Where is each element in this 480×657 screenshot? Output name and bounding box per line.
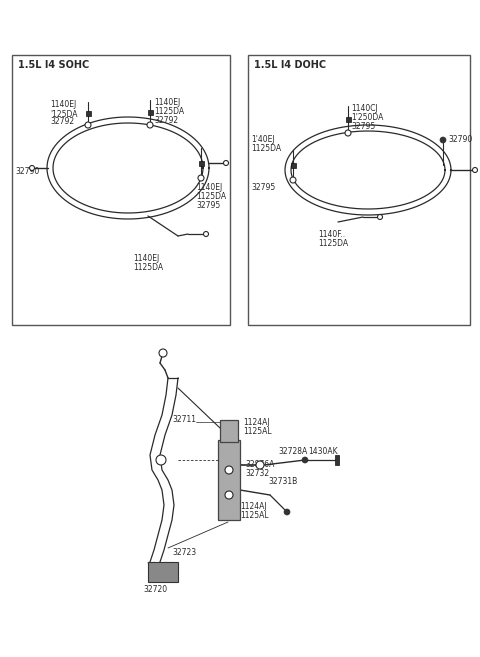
Text: 1125DA: 1125DA: [318, 239, 348, 248]
Text: 1140EJ
'125DA: 1140EJ '125DA: [50, 100, 77, 120]
Circle shape: [147, 122, 153, 128]
Circle shape: [159, 349, 167, 357]
Text: 32723: 32723: [172, 548, 196, 557]
Text: 1140EJ: 1140EJ: [196, 183, 222, 192]
Text: 1125DA: 1125DA: [133, 263, 163, 272]
Circle shape: [156, 455, 166, 465]
Text: 1125DA: 1125DA: [154, 107, 184, 116]
Text: 1140EJ: 1140EJ: [154, 98, 180, 107]
Text: 32731B: 32731B: [268, 477, 297, 486]
Text: 1124AJ: 1124AJ: [243, 418, 270, 427]
Circle shape: [284, 509, 290, 515]
Circle shape: [256, 461, 264, 469]
Bar: [335, 455, 339, 465]
Bar: [220, 420, 238, 442]
Bar: [12, 55, 230, 325]
Text: 32876A: 32876A: [245, 460, 275, 469]
Text: 32732: 32732: [245, 469, 269, 478]
Text: 1.5L I4 DOHC: 1.5L I4 DOHC: [254, 60, 326, 70]
Circle shape: [224, 160, 228, 166]
Text: 1.5L I4 SOHC: 1.5L I4 SOHC: [18, 60, 89, 70]
Circle shape: [204, 231, 208, 237]
Bar: [248, 55, 470, 325]
Text: 1140EJ: 1140EJ: [133, 254, 159, 263]
Text: 1124AJ: 1124AJ: [240, 502, 266, 511]
Text: 32795: 32795: [196, 201, 220, 210]
Text: 1140F..: 1140F..: [318, 230, 345, 239]
Circle shape: [225, 491, 233, 499]
Circle shape: [472, 168, 478, 173]
Circle shape: [302, 457, 308, 463]
Bar: [147, 110, 153, 115]
Text: 32711: 32711: [172, 415, 196, 424]
Text: 32795: 32795: [351, 122, 375, 131]
Text: 32790: 32790: [15, 166, 39, 175]
Text: 32720: 32720: [143, 585, 167, 594]
Text: 32792: 32792: [154, 116, 178, 125]
Circle shape: [377, 214, 383, 219]
Circle shape: [29, 166, 35, 171]
Circle shape: [345, 130, 351, 136]
Bar: [218, 440, 240, 520]
Text: 1140CJ: 1140CJ: [351, 104, 378, 113]
Text: 1'40EJ: 1'40EJ: [251, 135, 275, 144]
Circle shape: [85, 122, 91, 128]
Bar: [148, 562, 178, 582]
Bar: [290, 162, 296, 168]
Circle shape: [290, 177, 296, 183]
Bar: [85, 111, 91, 116]
Bar: [199, 160, 204, 166]
Circle shape: [440, 137, 446, 143]
Text: 1125AL: 1125AL: [243, 427, 272, 436]
Text: 32795: 32795: [251, 183, 275, 192]
Text: 1125AL: 1125AL: [240, 511, 269, 520]
Text: 32790: 32790: [448, 135, 472, 144]
Text: 32728A: 32728A: [278, 447, 307, 456]
Text: 32792: 32792: [50, 117, 74, 126]
Text: 1125DA: 1125DA: [196, 192, 226, 201]
Bar: [346, 117, 350, 122]
Text: 1125DA: 1125DA: [251, 144, 281, 153]
Circle shape: [198, 175, 204, 181]
Circle shape: [225, 466, 233, 474]
Text: 1430AK: 1430AK: [308, 447, 337, 456]
Text: 1'250DA: 1'250DA: [351, 113, 384, 122]
